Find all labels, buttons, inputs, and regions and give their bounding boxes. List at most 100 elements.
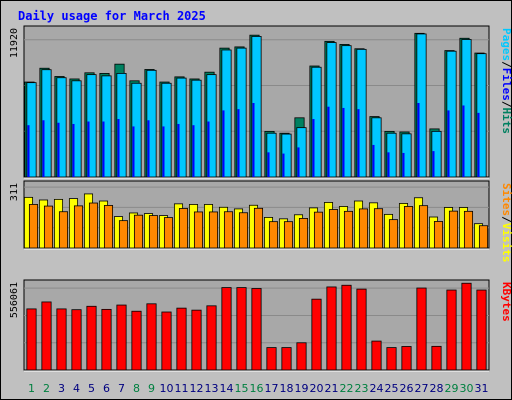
bar-pages-day-18 [282,153,285,177]
bar-files-day-18 [281,133,292,178]
bar-sites-day-6 [103,205,114,249]
bar-files-day-8 [131,82,142,178]
bar-kbytes-day-21 [326,286,337,371]
bar-kbytes-day-23 [356,288,367,371]
bar-kbytes-day-16 [251,288,262,371]
x-tick-label-day-10: 10 [160,382,174,395]
bar-files-day-26 [401,133,412,178]
bar-files-day-5 [86,74,97,178]
legend-item: Pages [500,28,512,61]
x-tick-label-day-25: 25 [385,382,399,395]
bar-kbytes-day-20 [311,298,322,371]
bar-sites-day-19 [298,218,309,249]
x-tick-label-day-21: 21 [325,382,339,395]
bar-kbytes-day-30 [461,282,472,371]
bar-pages-day-16 [252,103,255,177]
bar-pages-day-14 [222,110,225,177]
bar-kbytes-day-18 [281,347,292,371]
bar-pages-day-6 [102,121,105,177]
x-tick-label-day-7: 7 [118,382,125,395]
x-tick-label-day-22: 22 [340,382,354,395]
bar-sites-day-27 [418,205,429,249]
bar-kbytes-day-8 [131,310,142,371]
bar-files-day-17 [266,132,277,178]
x-tick-label-day-20: 20 [310,382,324,395]
bar-pages-day-2 [42,120,45,177]
bar-files-day-4 [71,80,82,178]
bar-sites-day-4 [73,205,84,249]
bar-files-day-24 [371,117,382,178]
legend-item: / [500,216,512,223]
x-tick-label-day-26: 26 [400,382,414,395]
bar-pages-day-31 [477,112,480,177]
legend-kbytes: KBytes [500,282,512,322]
bar-kbytes-day-12 [191,309,202,371]
bar-kbytes-day-29 [446,289,457,371]
bar-pages-day-26 [402,152,405,177]
bar-pages-day-28 [432,151,435,177]
bar-files-day-22 [341,45,352,178]
legend-item: Files [500,68,512,101]
bar-kbytes-day-27 [416,287,427,371]
bar-kbytes-day-6 [101,308,112,371]
x-tick-label-day-17: 17 [265,382,279,395]
x-tick-label-day-31: 31 [475,382,489,395]
x-tick-label-day-11: 11 [175,382,189,395]
x-tick-label-day-18: 18 [280,382,294,395]
bar-pages-day-8 [132,126,135,177]
bar-files-day-28 [431,130,442,178]
bar-pages-day-13 [207,121,210,177]
x-tick-label-day-19: 19 [295,382,309,395]
bar-sites-day-22 [343,210,354,249]
bar-pages-day-3 [57,122,60,177]
x-tick-label-day-6: 6 [103,382,110,395]
bar-files-day-31 [476,53,487,178]
legend-item: Hits [500,108,512,135]
bar-pages-day-30 [462,105,465,177]
bar-pages-day-20 [312,119,315,177]
bar-pages-day-27 [417,103,420,177]
bar-kbytes-day-24 [371,340,382,371]
bar-kbytes-day-31 [476,289,487,371]
bar-kbytes-day-13 [206,305,217,371]
bar-pages-day-11 [177,123,180,177]
bar-kbytes-day-10 [161,311,172,371]
bar-pages-day-5 [87,121,90,177]
bar-kbytes-day-19 [296,342,307,371]
x-tick-label-day-2: 2 [43,382,50,395]
bar-files-day-2 [41,69,52,178]
bar-sites-day-28 [433,221,444,249]
bar-kbytes-day-26 [401,346,412,371]
x-tick-label-day-30: 30 [460,382,474,395]
bar-files-day-21 [326,42,337,178]
bar-kbytes-day-25 [386,347,397,371]
x-tick-label-day-16: 16 [250,382,264,395]
bar-sites-day-18 [283,221,294,249]
x-tick-label-day-1: 1 [28,382,35,395]
bar-pages-day-29 [447,110,450,177]
bar-sites-day-23 [358,208,369,249]
bar-sites-day-1 [28,204,39,249]
bar-kbytes-day-11 [176,307,187,371]
bar-pages-day-9 [147,120,150,177]
bar-pages-day-22 [342,107,345,177]
bar-kbytes-day-4 [71,309,82,371]
x-tick-label-day-15: 15 [235,382,249,395]
bar-sites-day-16 [253,207,264,249]
bar-pages-day-1 [27,125,30,177]
bar-sites-day-24 [373,208,384,249]
x-tick-label-day-28: 28 [430,382,444,395]
bar-sites-day-14 [223,211,234,249]
bar-files-day-15 [236,47,247,178]
bar-sites-day-11 [178,208,189,249]
bar-kbytes-day-22 [341,284,352,371]
bar-pages-day-15 [237,109,240,177]
x-tick-label-day-4: 4 [73,382,80,395]
x-tick-label-day-9: 9 [148,382,155,395]
bar-sites-day-31 [478,225,489,249]
x-tick-label-day-5: 5 [88,382,95,395]
bar-sites-day-25 [388,219,399,249]
legend-item: / [500,101,512,108]
bar-files-day-11 [176,77,187,178]
